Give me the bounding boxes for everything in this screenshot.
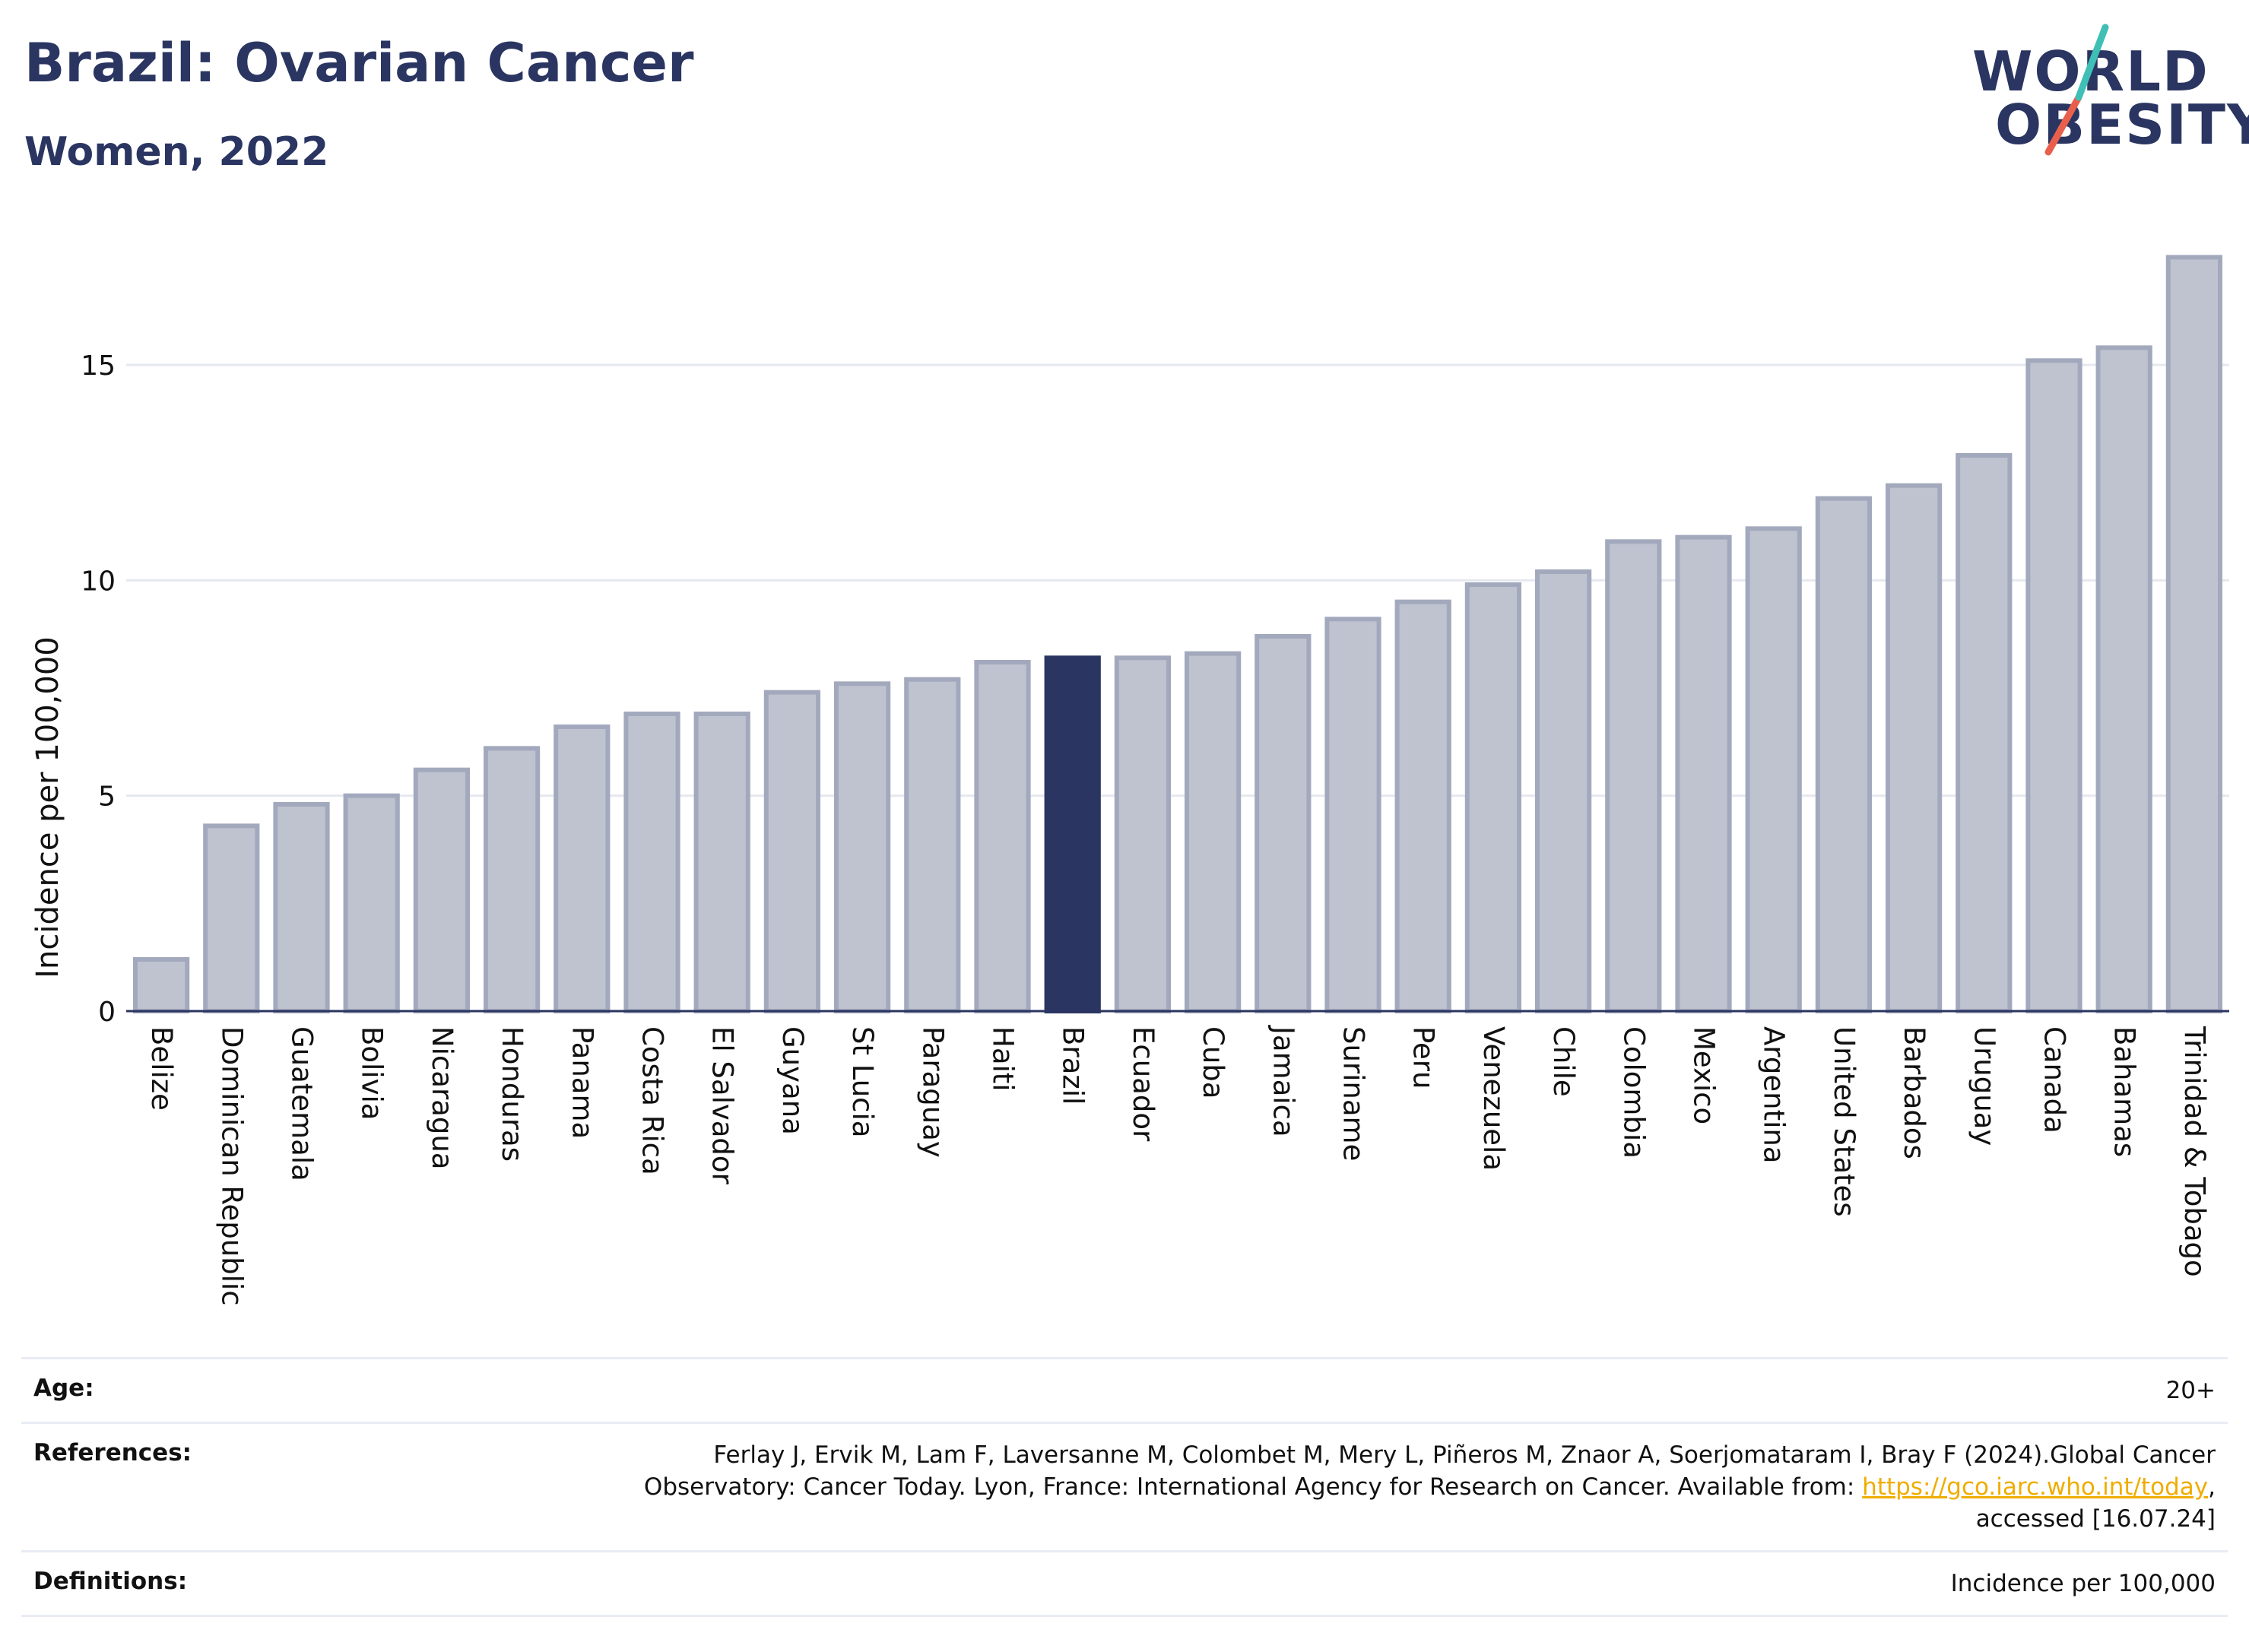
x-tick-label: Uruguay (1968, 1026, 2000, 1146)
x-tick-label: Guyana (776, 1026, 809, 1135)
logo-slash-icon (2044, 24, 2109, 156)
bar (763, 690, 821, 1014)
x-tick-label: St Lucia (846, 1026, 879, 1137)
x-tick-label: Panama (566, 1026, 598, 1139)
x-tick-label: Brazil (1057, 1026, 1090, 1105)
x-tick-label: Belize (145, 1026, 178, 1111)
bar (2165, 255, 2223, 1014)
x-tick-label: Jamaica (1267, 1025, 1299, 1137)
bar (1184, 651, 1242, 1014)
x-tick-label: Barbados (1898, 1026, 1930, 1159)
bar (1956, 453, 2013, 1013)
x-tick-label: Honduras (496, 1026, 528, 1162)
references-line-1: Ferlay J, Ervik M, Lam F, Laversanne M, … (713, 1441, 2216, 1469)
x-tick-label: Guatemala (286, 1026, 319, 1181)
bar (554, 725, 611, 1013)
references-link[interactable]: https://gco.iarc.who.int/today (1862, 1473, 2209, 1501)
bar (1464, 582, 1522, 1013)
x-tick-label: Mexico (1688, 1026, 1721, 1124)
x-tick-label: El Salvador (706, 1026, 739, 1185)
bar (1605, 539, 1662, 1014)
x-tick-label: Cuba (1197, 1026, 1229, 1099)
bar (904, 677, 961, 1014)
bar (203, 823, 260, 1013)
bar (1114, 655, 1172, 1013)
definitions-value: Incidence per 100,000 (1950, 1570, 2216, 1597)
world-obesity-logo: WORLD OBESITY (1972, 21, 2249, 166)
x-tick-label: Dominican Republic (215, 1026, 248, 1306)
bar (273, 802, 330, 1013)
bar (974, 660, 1031, 1013)
bar (1745, 526, 1802, 1014)
bar-chart: 0 5 10 15 Belize Dominican Republic Guatemala B… (30, 255, 2229, 1306)
bar (413, 767, 471, 1014)
grid-lines (126, 363, 2229, 797)
x-tick-label: Costa Rica (636, 1026, 669, 1175)
references-line-2: Observatory: Cancer Today. Lyon, France:… (643, 1473, 1863, 1501)
bar-highlight (1044, 655, 1101, 1013)
bar (623, 712, 680, 1013)
y-tick-label: 5 (98, 782, 116, 813)
y-tick-label: 0 (98, 997, 116, 1028)
footer-row-definitions: Definitions: Incidence per 100,000 (21, 1550, 2228, 1617)
bar (132, 957, 190, 1013)
footer-row-references: References: Ferlay J, Ervik M, Lam F, La… (21, 1422, 2228, 1550)
x-tick-label: Paraguay (916, 1026, 949, 1158)
logo-text-obesity: OBESITY (1995, 93, 2249, 157)
x-tick-label: Nicaragua (426, 1026, 458, 1169)
x-tick-label: United States (1828, 1026, 1860, 1217)
age-label: Age: (33, 1375, 94, 1402)
bar (2025, 358, 2082, 1014)
references-value: Ferlay J, Ervik M, Lam F, Laversanne M, … (644, 1439, 2216, 1535)
chart-title: Brazil: Ovarian Cancer (24, 32, 694, 94)
bar (833, 681, 891, 1013)
references-line-3: accessed [16.07.24] (1975, 1505, 2216, 1533)
definitions-label: Definitions: (33, 1568, 188, 1595)
x-tick-label: Trinidad & Tobago (2178, 1026, 2211, 1277)
x-tick-label: Argentina (1758, 1026, 1791, 1163)
bar (2095, 345, 2152, 1014)
x-tick-label: Peru (1407, 1026, 1440, 1089)
x-tick-label: Bolivia (356, 1026, 389, 1120)
x-tick-label: Canada (2038, 1026, 2071, 1134)
x-tick-label: Colombia (1617, 1026, 1650, 1159)
tick-labels: 0 5 10 15 Belize Dominican Republic Guatemala B… (81, 350, 2211, 1306)
bar (343, 793, 400, 1014)
bar (1815, 496, 1873, 1013)
bar (1255, 634, 1312, 1013)
bar (693, 712, 750, 1013)
y-axis-label: Incidence per 100,000 (30, 636, 65, 978)
references-line-2-end: , (2208, 1473, 2216, 1501)
bar (1534, 569, 1592, 1013)
bar (483, 746, 541, 1013)
references-label: References: (33, 1439, 192, 1467)
bar (1324, 617, 1381, 1013)
x-tick-label: Bahamas (2108, 1026, 2141, 1157)
age-value: 20+ (2165, 1377, 2216, 1404)
chart-footer: Age: 20+ References: Ferlay J, Ervik M, … (21, 1357, 2228, 1617)
x-tick-label: Ecuador (1127, 1026, 1159, 1142)
chart-subtitle: Women, 2022 (24, 129, 329, 175)
bar (1675, 534, 1732, 1013)
footer-row-age: Age: 20+ (21, 1357, 2228, 1422)
y-tick-label: 15 (81, 350, 116, 382)
x-tick-label: Suriname (1337, 1026, 1370, 1161)
bar (1394, 599, 1451, 1013)
bars (126, 255, 2229, 1014)
x-tick-label: Haiti (987, 1026, 1020, 1092)
bar (1885, 483, 1943, 1013)
x-tick-label: Chile (1547, 1026, 1580, 1097)
y-tick-label: 10 (81, 566, 116, 597)
x-tick-label: Venezuela (1477, 1026, 1510, 1171)
